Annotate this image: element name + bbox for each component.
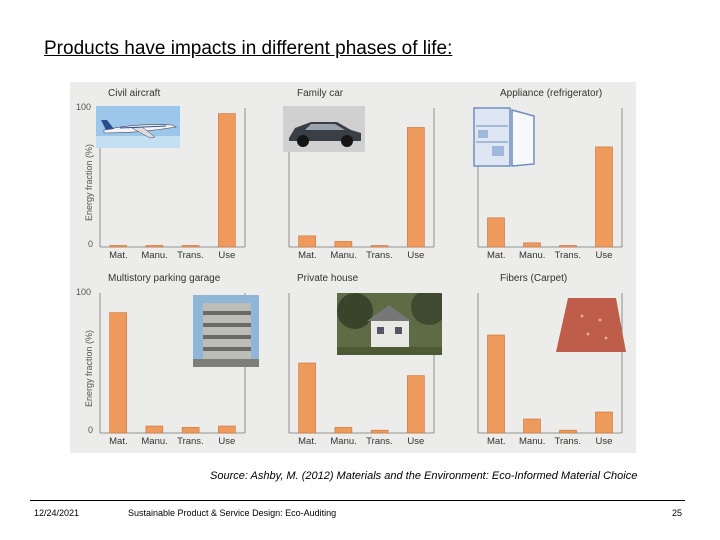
x-tick-label: Trans. [177,436,204,447]
x-tick-label: Use [595,250,613,261]
bar-manu [523,418,541,434]
x-tick-label: Manu. [519,436,546,447]
chart-panel-civil-aircraft: Civil aircraft 100 0 Energy fraction (%) Mat… [70,82,259,267]
x-tick-label: Manu. [141,250,168,261]
chart-title: Private house [297,273,359,284]
x-tick-label: Mat. [487,250,506,261]
chart-title: Fibers (Carpet) [500,273,568,284]
bar-manu [145,245,164,248]
bar-use [218,113,236,248]
refrigerator-image [472,106,536,168]
car-image [283,106,365,152]
x-tick-label: Trans. [366,250,393,261]
chart-title: Civil aircraft [108,88,161,99]
parking-garage-image [193,295,259,367]
chart-title: Multistory parking garage [108,273,221,284]
bar-manu [334,427,353,434]
bar-chart-plot [99,108,246,248]
bar-trans [370,429,389,434]
footer-divider [30,500,685,501]
chart-panel-parking-garage: Multistory parking garage 100 0 Energy frac… [70,267,259,453]
bar-use [407,375,425,434]
chart-panel-refrigerator: Appliance (refrigerator) Mat. Manu. Trans. U… [448,82,636,267]
bar-trans [559,245,577,248]
x-tick-label: Use [407,436,425,447]
bar-use [595,146,613,248]
x-tick-label: Use [218,436,236,447]
chart-panel-carpet: Fibers (Carpet) Mat. Manu. Trans. Use [448,267,636,453]
bar-trans [559,429,577,434]
x-tick-label: Mat. [109,436,128,447]
chart-title: Family car [297,88,344,99]
bar-manu [334,241,353,248]
bar-trans [370,245,389,248]
x-tick-label: Manu. [330,250,357,261]
x-tick-label: Manu. [330,436,357,447]
x-tick-label: Trans. [554,436,582,447]
x-tick-label: Use [595,436,613,447]
x-tick-label: Mat. [109,250,128,261]
source-citation: Source: Ashby, M. (2012) Materials and t… [210,470,638,482]
bar-chart-plot [477,293,623,434]
footer-title: Sustainable Product & Service Design: Ec… [128,508,337,518]
bar-manu [523,242,541,248]
bar-use [407,127,425,248]
bar-mat [109,245,127,248]
x-tick-label: Trans. [177,250,204,261]
bar-mat [487,334,505,434]
bar-trans [181,245,200,248]
x-tick-label: Use [218,250,236,261]
y-tick-label: 0 [88,425,94,435]
footer-date: 12/24/2021 [34,508,80,518]
x-tick-label: Trans. [366,436,393,447]
x-tick-label: Manu. [141,436,168,447]
bar-use [595,411,613,434]
y-tick-label: 0 [88,239,94,249]
slide-title: Products have impacts in different phase… [44,38,453,59]
bar-chart-plot [99,293,246,434]
x-tick-label: Use [407,250,425,261]
footer-page-number: 25 [672,508,683,518]
bar-chart-plot [288,293,435,434]
x-tick-label: Mat. [487,436,506,447]
bar-manu [145,425,164,434]
chart-title: Appliance (refrigerator) [500,88,603,99]
chart-figure: Civil aircraft 100 0 Energy fraction (%) Mat… [70,82,636,453]
y-tick-label: 100 [76,102,92,112]
x-tick-label: Mat. [298,250,317,261]
y-axis-label: Energy fraction (%) [84,143,94,221]
house-image [337,289,447,355]
bar-mat [298,362,316,434]
x-tick-label: Mat. [298,436,317,447]
y-axis-label: Energy fraction (%) [84,329,94,407]
x-tick-label: Manu. [519,250,546,261]
x-tick-label: Trans. [554,250,582,261]
bar-mat [298,235,316,248]
chart-panel-private-house: Private house Mat. Manu. Trans. Use [259,267,448,453]
bar-mat [487,217,505,248]
bar-use [218,425,236,434]
y-tick-label: 100 [76,287,92,297]
aircraft-image [96,106,180,148]
carpet-image [554,294,628,354]
bar-trans [181,427,200,434]
bar-mat [109,312,127,434]
